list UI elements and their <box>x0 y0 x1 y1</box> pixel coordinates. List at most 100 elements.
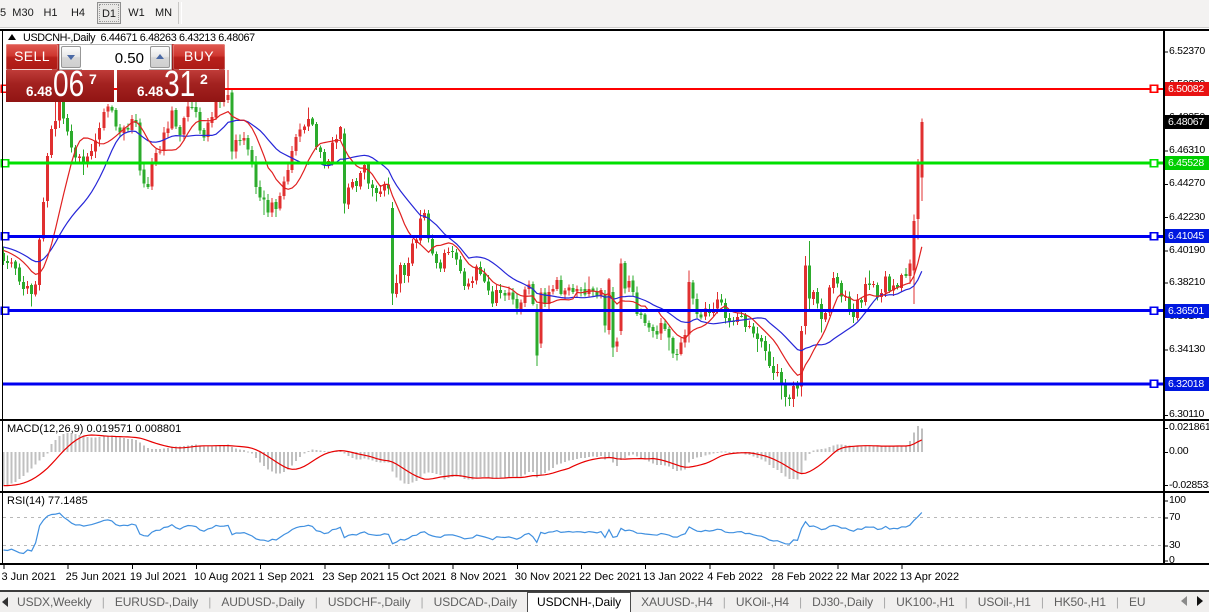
macd-histogram-bar <box>355 451 358 460</box>
volume-input[interactable] <box>82 46 149 70</box>
macd-histogram-bar <box>884 445 887 452</box>
macd-histogram-bar <box>792 451 795 480</box>
symbol-tab-hk50-h1[interactable]: HK50-,H1 <box>1054 594 1106 609</box>
level-line-marker[interactable] <box>1149 158 1159 168</box>
symbol-tab-usdx-weekly[interactable]: USDX,Weekly <box>17 594 92 609</box>
candle-body <box>551 288 555 292</box>
buy-button[interactable]: BUY <box>173 44 225 70</box>
timeframe-button-m30[interactable]: M30 <box>12 7 34 19</box>
price-tick-label: 6.34130 <box>1169 342 1205 355</box>
macd-histogram-bar <box>660 451 663 465</box>
date-label: 22 Mar 2022 <box>835 571 898 583</box>
macd-tick-label: 0.021861 <box>1169 421 1209 434</box>
macd-histogram-bar <box>704 451 707 456</box>
macd-histogram-bar <box>563 451 566 463</box>
macd-histogram-bar <box>487 451 490 478</box>
timeframe-button-h4[interactable]: H4 <box>70 7 86 19</box>
timeframe-button-w1[interactable]: W1 <box>128 7 145 19</box>
timeframe-button-h1[interactable]: H1 <box>43 7 58 19</box>
tabs-first-icon[interactable] <box>2 597 8 607</box>
candle-body <box>643 314 647 324</box>
symbol-tab-dj30-daily[interactable]: DJ30-,Daily <box>812 594 874 609</box>
level-line-marker[interactable] <box>0 306 10 315</box>
horizontal-level-line[interactable] <box>3 309 1163 313</box>
symbol-tab-uk100-h1[interactable]: UK100-,H1 <box>896 594 955 609</box>
timeframe-button-d1[interactable]: D1 <box>97 2 121 24</box>
candle-body <box>26 285 30 289</box>
horizontal-level-line[interactable] <box>3 161 1163 165</box>
macd-histogram-bar <box>788 451 791 479</box>
timeframe-button-mn[interactable]: MN <box>154 7 173 19</box>
candle-body <box>278 195 282 209</box>
date-label: 4 Feb 2022 <box>707 571 763 583</box>
bid-price-panel[interactable]: 6.48 06 7 <box>6 70 114 102</box>
candle-body <box>262 197 266 200</box>
macd-histogram-bar <box>138 442 141 452</box>
candle-body <box>808 265 811 299</box>
symbol-tab-eurusd-daily[interactable]: EURUSD-,Daily <box>114 594 199 609</box>
macd-histogram-bar <box>62 433 65 452</box>
candle-wick <box>652 324 654 338</box>
symbol-tab-usdcnh-daily[interactable]: USDCNH-,Daily <box>527 592 632 612</box>
macd-histogram-bar <box>42 451 45 457</box>
price-scale-separator[interactable] <box>1163 29 1165 565</box>
macd-histogram-bar <box>383 451 386 463</box>
horizontal-level-line[interactable] <box>3 234 1163 238</box>
candle-body <box>543 292 547 304</box>
candle-body <box>395 283 398 295</box>
candle-body <box>615 341 619 347</box>
candle-body <box>751 326 755 334</box>
level-line-marker[interactable] <box>0 232 10 241</box>
horizontal-level-line[interactable] <box>3 87 1163 90</box>
symbol-tab-usoil-h1[interactable]: USOil-,H1 <box>977 594 1031 609</box>
level-line-marker[interactable] <box>1149 232 1159 241</box>
symbol-tab-usdchf-daily[interactable]: USDCHF-,Daily <box>327 594 411 609</box>
macd-histogram-bar <box>700 451 703 457</box>
symbol-tab-eu[interactable]: EU <box>1129 594 1146 609</box>
symbol-tab-audusd-daily[interactable]: AUDUSD-,Daily <box>221 594 305 609</box>
macd-histogram-bar <box>227 444 230 452</box>
candle-body <box>391 207 394 294</box>
tabs-scroll-right-icon[interactable] <box>1197 596 1203 606</box>
symbol-tab-ukoil-h4[interactable]: UKOil-,H4 <box>735 594 789 609</box>
macd-histogram-bar <box>624 451 626 458</box>
macd-panel-separator[interactable] <box>0 419 1209 421</box>
macd-histogram-bar <box>351 451 354 458</box>
collapse-panel-icon[interactable] <box>8 34 16 40</box>
candle-body <box>322 152 326 166</box>
tabs-scroll-left-icon[interactable] <box>1181 596 1187 606</box>
macd-histogram-bar <box>319 450 322 452</box>
macd-histogram-bar <box>271 451 274 472</box>
macd-histogram-bar <box>608 451 610 457</box>
symbol-tab-usdcad-daily[interactable]: USDCAD-,Daily <box>433 594 518 609</box>
level-line-marker[interactable] <box>1149 84 1159 94</box>
symbol-tab-xauusd-h4[interactable]: XAUUSD-,H4 <box>641 594 713 609</box>
rsi-panel-separator[interactable] <box>0 491 1209 493</box>
ask-price-panel[interactable]: 6.48 31 2 <box>117 70 225 102</box>
macd-histogram-bar <box>872 445 875 452</box>
sell-button[interactable]: SELL <box>6 44 58 70</box>
macd-histogram-bar <box>567 451 570 461</box>
candle-body <box>896 285 900 288</box>
price-tick-label: 6.42230 <box>1169 210 1205 223</box>
level-line-marker[interactable] <box>1149 306 1159 315</box>
macd-signal-line <box>3 434 923 487</box>
level-line-marker[interactable] <box>0 158 10 168</box>
timeframe-button-5[interactable]: 5 <box>0 7 7 19</box>
candle-body <box>675 354 679 356</box>
rsi-tick <box>1163 500 1168 502</box>
volume-decrease-button[interactable] <box>61 46 81 68</box>
macd-histogram-bar <box>644 451 647 460</box>
candle-body <box>18 267 21 282</box>
macd-histogram-bar <box>455 451 458 477</box>
level-line-marker[interactable] <box>1149 379 1159 389</box>
candle-body <box>503 293 507 296</box>
candle-body <box>290 150 294 170</box>
candle-body <box>238 140 242 142</box>
horizontal-level-line[interactable] <box>3 382 1163 386</box>
volume-increase-button[interactable] <box>150 46 170 68</box>
chart-canvas[interactable] <box>0 28 1209 590</box>
macd-histogram-bar <box>588 451 590 458</box>
candle-body <box>788 397 791 400</box>
